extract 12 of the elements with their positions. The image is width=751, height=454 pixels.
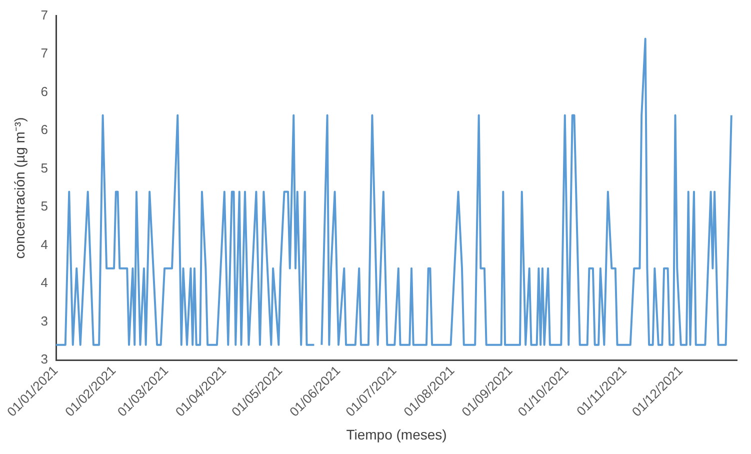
y-tick-label: 4 (40, 275, 48, 290)
y-tick-label: 6 (40, 122, 48, 138)
y-tick-label: 5 (40, 160, 48, 176)
y-axis-title: concentración (µg m⁻³) (11, 117, 28, 259)
y-tick-label: 3 (40, 313, 48, 328)
y-tick-label: 7 (40, 7, 48, 22)
y-tick-label: 4 (40, 236, 48, 252)
y-tick-label: 6 (40, 84, 48, 99)
y-tick-label: 7 (40, 46, 48, 61)
y-tick-label: 5 (40, 198, 48, 214)
y-tick-label: 3 (40, 352, 48, 367)
x-axis-title: Tiempo (meses) (346, 426, 447, 442)
